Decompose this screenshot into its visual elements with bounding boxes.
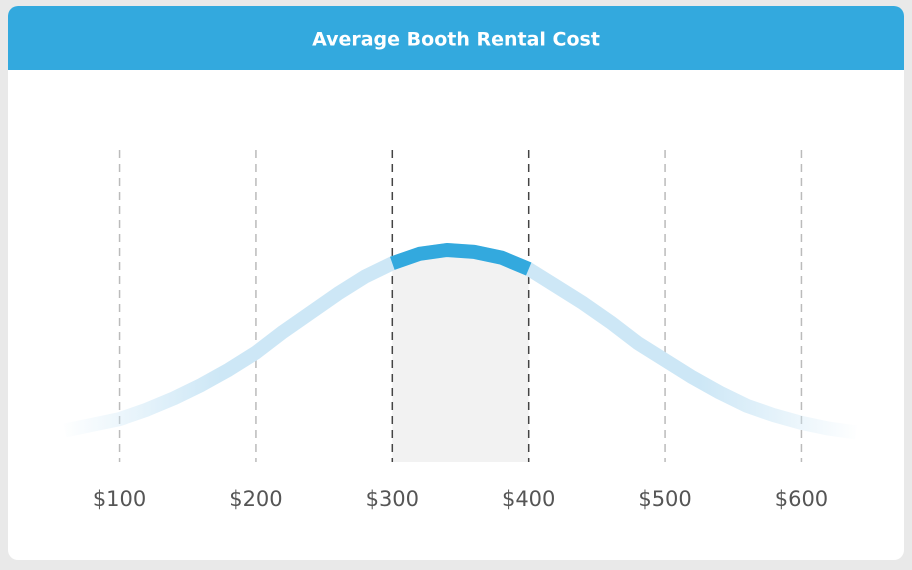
plot: $100 $200 $300 $400 $500 $600: [63, 150, 857, 511]
highlight-curve: [390, 243, 532, 276]
x-tick-label: $100: [93, 487, 146, 511]
x-tick-label: $300: [366, 487, 419, 511]
header-bar: [8, 6, 904, 70]
highlight-region: [392, 250, 529, 462]
x-tick-label: $600: [775, 487, 828, 511]
x-tick-label: $400: [502, 487, 555, 511]
chart-title: Average Booth Rental Cost: [312, 29, 600, 51]
x-tick-label: $500: [638, 487, 691, 511]
x-tick-label: $200: [229, 487, 282, 511]
